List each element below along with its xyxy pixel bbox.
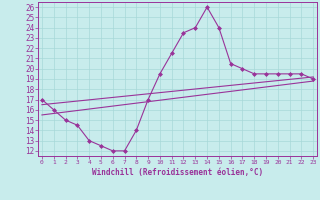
X-axis label: Windchill (Refroidissement éolien,°C): Windchill (Refroidissement éolien,°C) [92, 168, 263, 177]
